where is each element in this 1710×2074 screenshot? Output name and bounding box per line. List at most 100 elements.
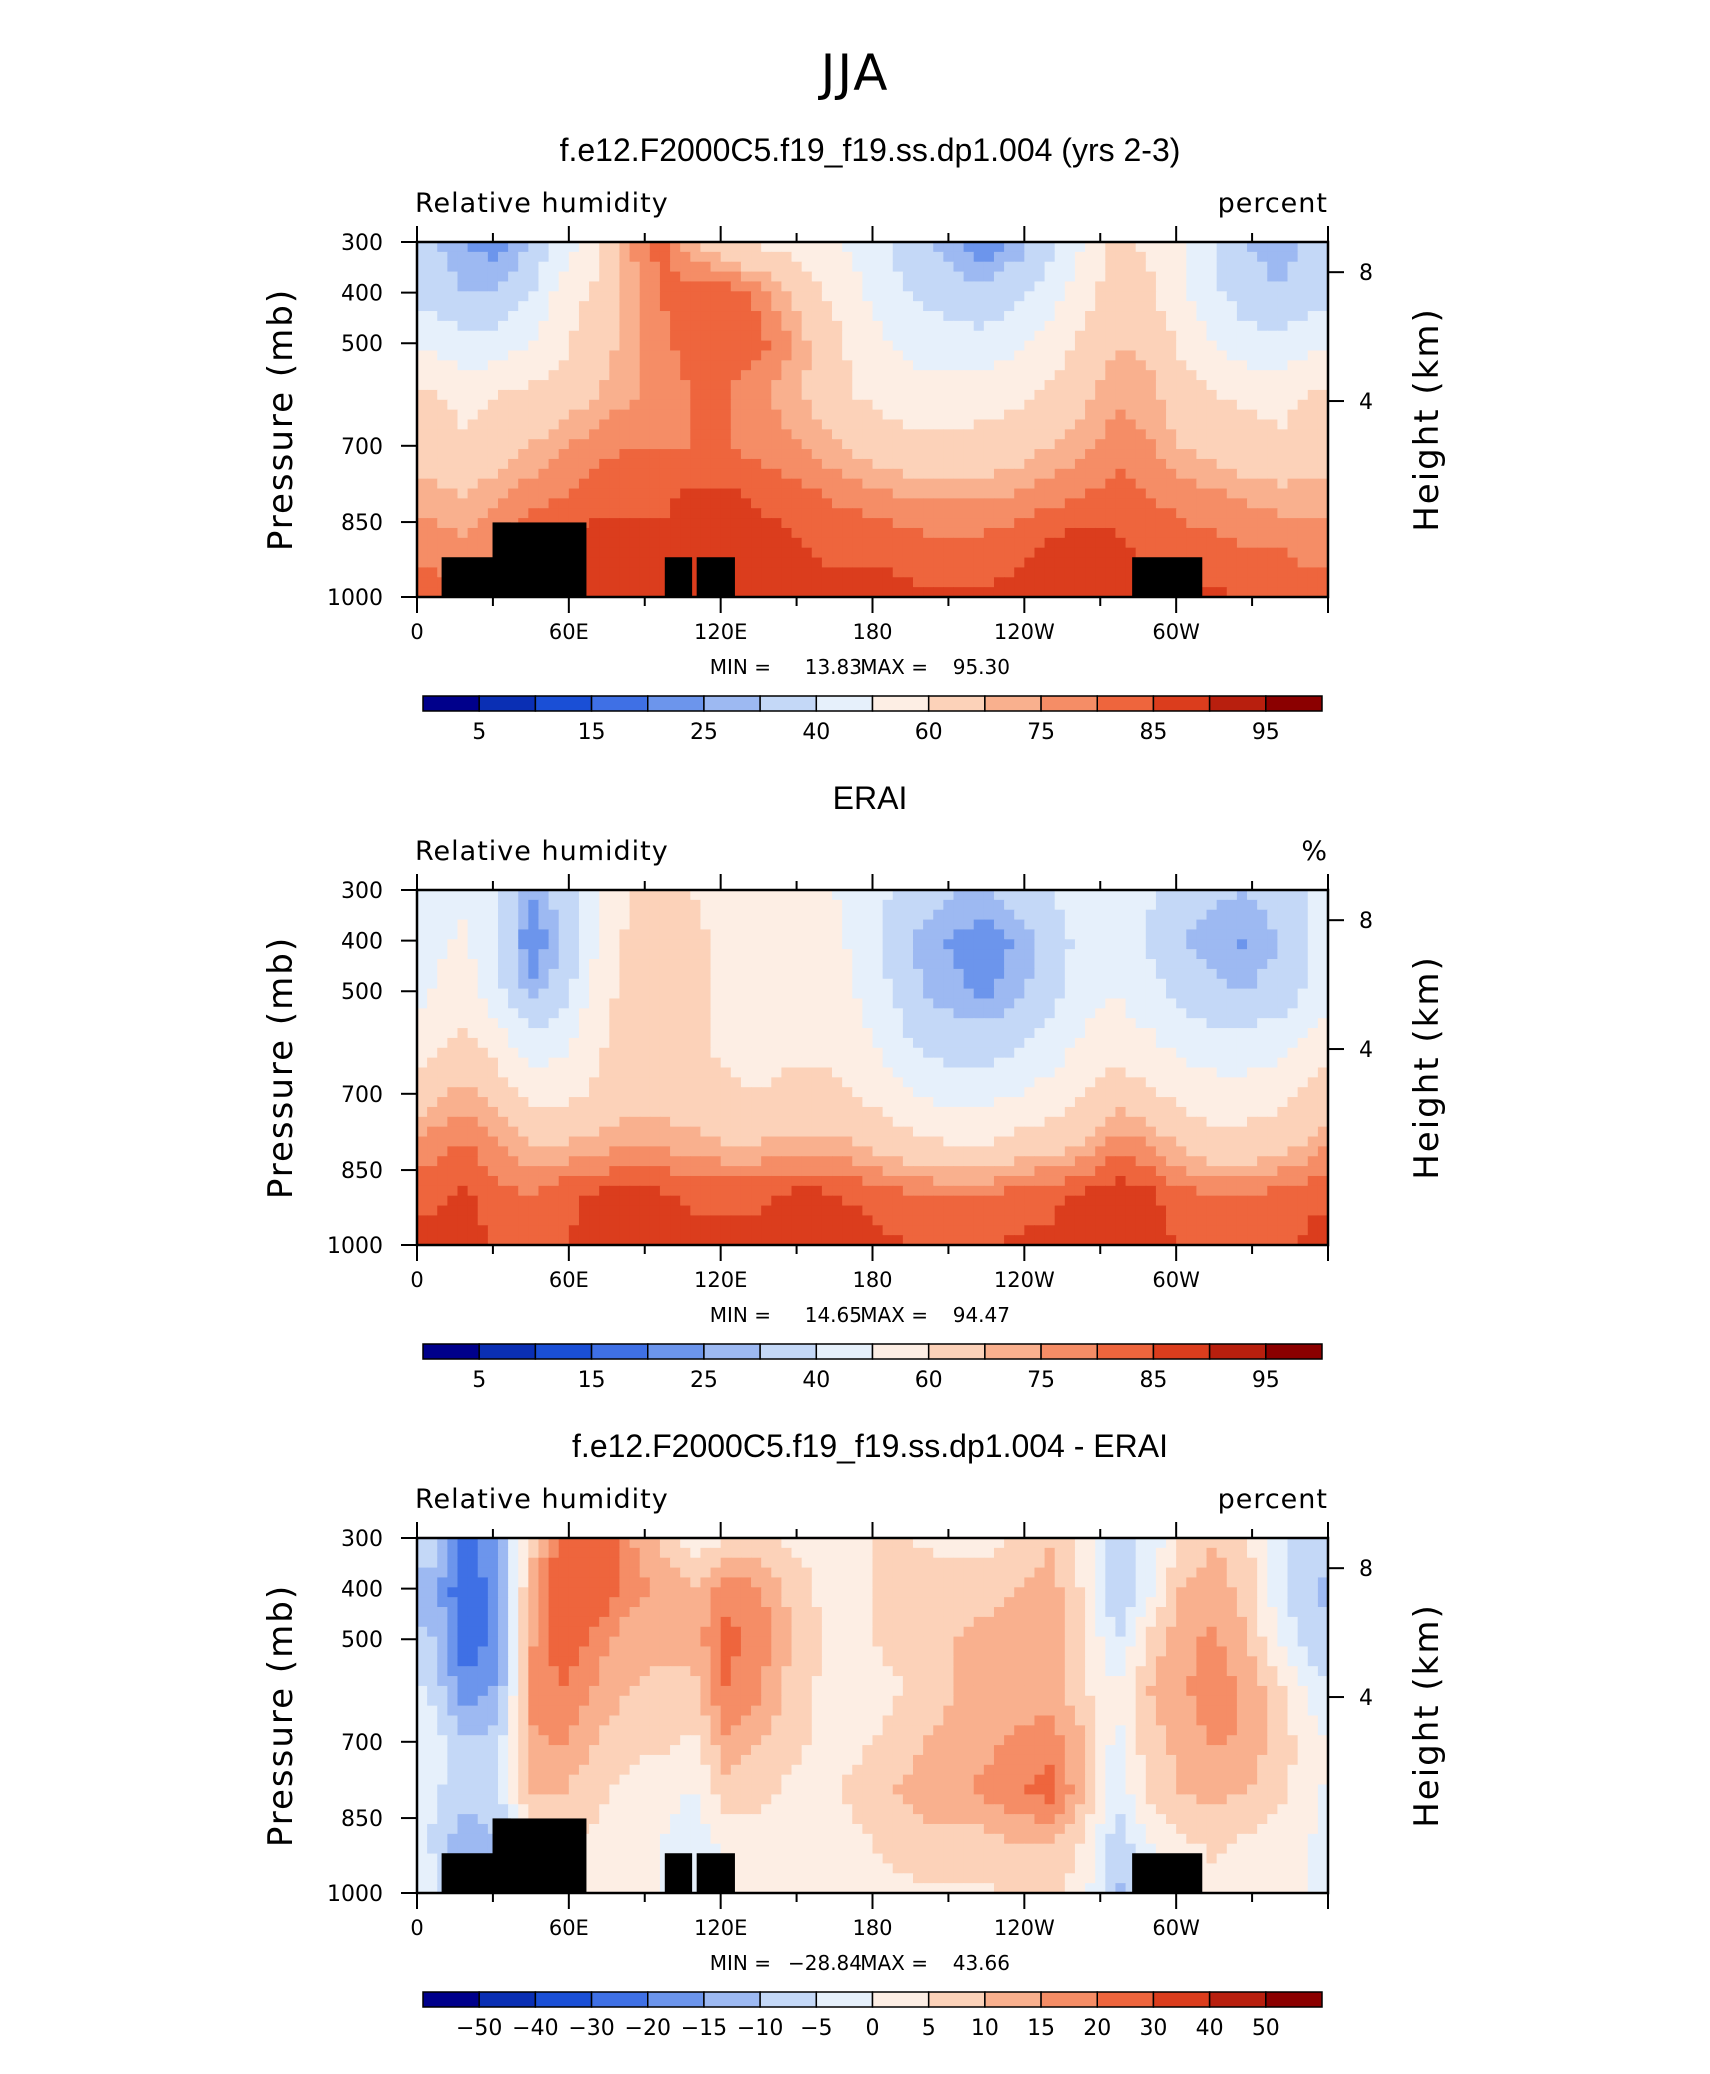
contour-cell	[993, 949, 1005, 960]
contour-cell	[1196, 1018, 1208, 1029]
contour-cell	[771, 547, 782, 559]
contour-cell	[447, 242, 459, 253]
contour-cell	[1145, 949, 1157, 960]
contour-cell	[1004, 409, 1015, 421]
contour-cell	[1216, 389, 1228, 401]
contour-cell	[487, 909, 499, 921]
contour-cell	[1257, 919, 1268, 931]
contour-cell	[1095, 527, 1106, 539]
contour-cell	[417, 537, 428, 549]
contour-cell	[801, 498, 813, 509]
contour-cell	[558, 909, 570, 921]
contour-cell	[609, 468, 621, 480]
contour-cell	[963, 419, 975, 430]
contour-cell	[912, 1018, 924, 1029]
contour-cell	[619, 939, 631, 950]
contour-cell	[1064, 468, 1076, 480]
contour-cell	[1044, 1057, 1056, 1069]
contour-cell	[1145, 458, 1157, 470]
contour-cell	[1267, 330, 1278, 342]
contour-cell	[1024, 978, 1036, 990]
contour-cell	[639, 330, 651, 342]
contour-cell	[983, 468, 995, 480]
contour-cell	[1277, 449, 1289, 460]
contour-cell	[963, 360, 975, 371]
contour-cell	[1247, 251, 1258, 263]
contour-cell	[730, 577, 742, 588]
contour-cell	[842, 587, 853, 598]
contour-cell	[821, 449, 833, 460]
contour-cell	[781, 909, 793, 921]
contour-cell	[477, 399, 489, 411]
contour-cell	[781, 527, 793, 539]
contour-cell	[538, 478, 550, 490]
contour-cell	[1297, 518, 1309, 529]
contour-cell	[1257, 1047, 1268, 1059]
contour-cell	[609, 919, 621, 931]
contour-cell	[933, 439, 944, 450]
contour-cell	[609, 370, 621, 381]
contour-cell	[599, 577, 610, 588]
contour-cell	[670, 498, 681, 509]
contour-cell	[1034, 409, 1046, 421]
contour-cell	[508, 281, 519, 292]
contour-cell	[700, 518, 712, 529]
contour-cell	[639, 488, 651, 499]
contour-cell	[680, 449, 691, 460]
contour-cell	[933, 242, 944, 253]
contour-cell	[1297, 527, 1309, 539]
contour-cell	[1105, 429, 1117, 440]
contour-cell	[882, 508, 894, 519]
contour-cell	[1166, 919, 1177, 931]
contour-cell	[1085, 458, 1096, 470]
contour-cell	[477, 389, 489, 401]
contour-cell	[680, 978, 691, 990]
contour-cell	[1226, 271, 1238, 283]
contour-cell	[821, 478, 833, 490]
contour-cell	[619, 998, 631, 1009]
contour-cell	[1277, 458, 1289, 470]
contour-cell	[619, 458, 631, 470]
contour-cell	[1206, 518, 1218, 529]
contour-cell	[558, 1008, 570, 1019]
contour-cell	[548, 311, 560, 322]
contour-cell	[1166, 1028, 1177, 1039]
contour-cell	[528, 468, 540, 480]
contour-cell	[751, 1008, 762, 1019]
contour-cell	[751, 1028, 762, 1039]
contour-cell	[973, 1028, 985, 1039]
contour-cell	[518, 1018, 529, 1029]
contour-cell	[497, 1067, 509, 1078]
contour-cell	[872, 890, 884, 901]
contour-cell	[1105, 919, 1117, 931]
contour-cell	[1186, 978, 1198, 990]
contour-cell	[862, 439, 874, 450]
contour-cell	[993, 370, 1005, 381]
contour-cell	[1135, 498, 1147, 509]
contour-cell	[882, 419, 894, 430]
contour-cell	[1206, 567, 1218, 578]
contour-cell	[943, 291, 955, 302]
contour-cell	[1014, 968, 1025, 980]
contour-cell	[832, 488, 843, 499]
contour-cell	[983, 587, 995, 598]
contour-cell	[933, 909, 944, 921]
contour-cell	[791, 968, 803, 980]
contour-cell	[659, 488, 671, 499]
contour-cell	[1145, 380, 1157, 391]
contour-cell	[1115, 998, 1127, 1009]
contour-cell	[1236, 439, 1248, 450]
contour-cell	[801, 899, 813, 911]
contour-cell	[538, 1037, 550, 1049]
contour-cell	[1054, 458, 1066, 470]
contour-cell	[882, 488, 894, 499]
contour-cell	[862, 909, 874, 921]
contour-cell	[1297, 998, 1309, 1009]
contour-cell	[1034, 939, 1046, 950]
contour-cell	[1034, 567, 1046, 578]
contour-cell	[963, 1037, 975, 1049]
contour-cell	[417, 1028, 428, 1039]
contour-cell	[791, 919, 803, 931]
contour-cell	[508, 399, 519, 411]
contour-cell	[801, 567, 813, 578]
